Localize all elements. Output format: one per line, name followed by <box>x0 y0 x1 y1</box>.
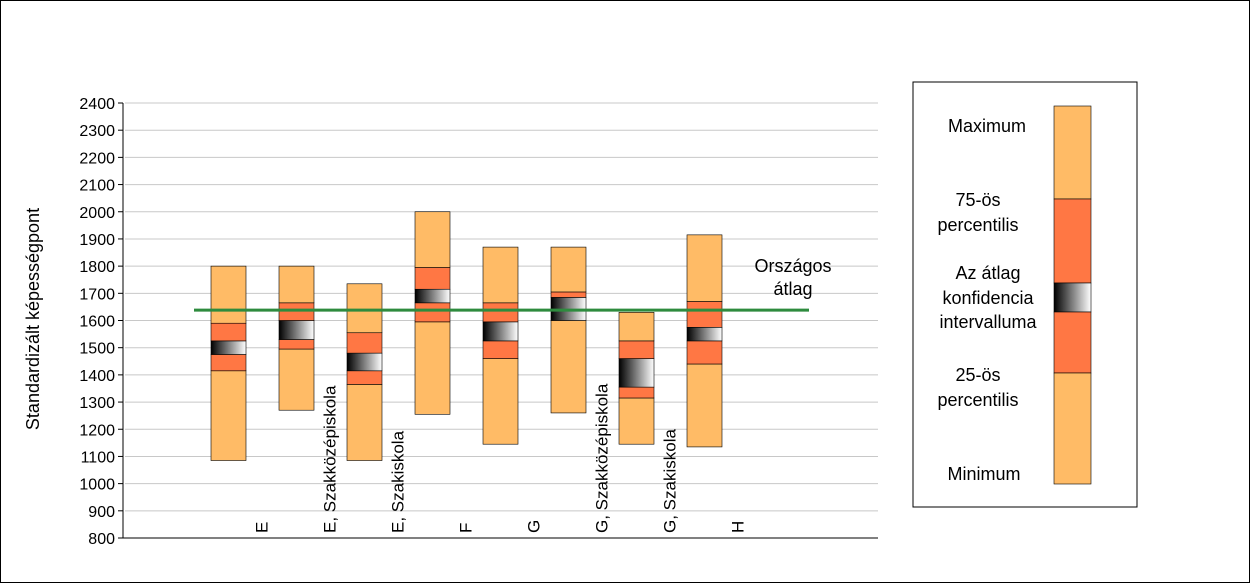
box-upper-quartile-segment <box>618 340 655 359</box>
box-lower-segment <box>618 397 655 445</box>
box-upper-segment <box>346 283 383 334</box>
box-confidence-interval <box>346 352 383 372</box>
category-label: E, Szakközépiskola <box>321 385 340 533</box>
reference-label-line2: átlag <box>773 279 812 299</box>
box-lower-quartile-segment <box>686 340 723 365</box>
box-lower-segment <box>278 348 315 411</box>
reference-label-line1: Országos <box>754 256 831 276</box>
box-upper-quartile-segment <box>550 291 587 298</box>
box-7 <box>618 312 655 445</box>
y-tick-label: 1700 <box>79 286 115 303</box>
y-tick-label: 1200 <box>79 422 115 439</box>
y-tick-label: 1100 <box>81 449 116 466</box>
box-lower-segment <box>210 370 247 461</box>
box-6 <box>550 246 587 414</box>
box-lower-quartile-segment <box>482 340 519 359</box>
legend-ci-line2: konfidencia <box>942 288 1034 308</box>
legend-ci <box>1053 282 1092 313</box>
category-labels: E E, Szakközépiskola E, Szakiskola F G G, Sza… <box>253 383 748 533</box>
box-confidence-interval <box>686 326 723 342</box>
box-upper-quartile-segment <box>686 301 723 328</box>
y-tick-label: 1500 <box>79 341 115 358</box>
box-confidence-interval <box>482 321 519 342</box>
category-label: G, Szakiskola <box>661 429 680 533</box>
legend-minimum: Minimum <box>947 464 1020 484</box>
category-label: E, Szakiskola <box>389 430 408 533</box>
box-confidence-interval <box>414 288 451 304</box>
box-1 <box>210 265 247 461</box>
box-upper-quartile-segment <box>414 267 451 290</box>
box-upper-segment <box>482 246 519 304</box>
box-upper-segment <box>686 234 723 302</box>
box-upper-segment <box>210 265 247 324</box>
y-tick-label: 2300 <box>79 123 115 140</box>
category-label: E <box>253 522 272 533</box>
legend-inner-bottom <box>1053 311 1092 374</box>
legend-p25-line2: percentilis <box>937 390 1018 410</box>
box-5 <box>482 246 519 445</box>
box-upper-segment <box>618 312 655 342</box>
box-upper-segment <box>414 211 451 268</box>
y-tick-label: 1600 <box>79 314 115 331</box>
y-tick-label: 2400 <box>79 96 115 113</box>
box-confidence-interval <box>618 358 655 388</box>
y-tick-label: 900 <box>88 504 115 521</box>
legend-ci-line3: intervalluma <box>939 312 1037 332</box>
y-tick-label: 2100 <box>79 178 115 195</box>
box-lower-quartile-segment <box>414 302 451 323</box>
y-axis-label: Standardizált képességpont <box>23 208 43 430</box>
y-tick-label: 1400 <box>79 368 115 385</box>
box-3 <box>346 283 383 461</box>
box-confidence-interval <box>278 320 315 340</box>
box-lower-segment <box>414 321 451 415</box>
box-upper-quartile-segment <box>210 322 247 342</box>
box-confidence-interval <box>210 340 247 355</box>
box-lower-quartile-segment <box>618 386 655 399</box>
y-tick-label: 1800 <box>79 259 115 276</box>
legend-ci-line1: Az átlag <box>955 263 1020 283</box>
legend-outer-top <box>1053 105 1092 200</box>
box-4 <box>414 211 451 415</box>
box-lower-quartile-segment <box>210 354 247 372</box>
box-8 <box>686 234 723 448</box>
box-lower-segment <box>482 358 519 445</box>
box-upper-segment <box>550 246 587 293</box>
box-upper-quartile-segment <box>346 332 383 354</box>
legend-outer-bottom <box>1053 372 1092 485</box>
boxes <box>210 211 723 461</box>
box-lower-segment <box>346 384 383 461</box>
legend-p75-line1: 75-ös <box>955 190 1000 210</box>
y-tick-label: 2000 <box>79 205 115 222</box>
y-tick-label: 1000 <box>79 477 115 494</box>
legend-inner-top <box>1053 198 1092 284</box>
category-label: F <box>457 523 476 533</box>
legend-frame <box>912 81 1138 508</box>
box-lower-quartile-segment <box>346 370 383 385</box>
box-lower-segment <box>686 363 723 448</box>
box-upper-segment <box>278 265 315 304</box>
box-upper-quartile-segment <box>482 302 519 323</box>
y-tick-label: 1300 <box>79 395 115 412</box>
legend-maximum: Maximum <box>948 116 1026 136</box>
y-tick-label: 1900 <box>79 232 115 249</box>
box-lower-segment <box>550 320 587 414</box>
legend-p75-line2: percentilis <box>937 215 1018 235</box>
y-axis: 800 900 1000 1100 1200 1300 1400 1500 1600 1700 18… <box>79 96 878 548</box>
y-tick-label: 2200 <box>79 150 115 167</box>
legend: Maximum 75-ös percentilis Az átlag konfi… <box>912 81 1138 508</box>
category-label: G, Szakközépiskola <box>593 383 612 533</box>
category-label: G <box>525 520 544 533</box>
y-tick-label: 800 <box>88 531 115 548</box>
legend-p25-line1: 25-ös <box>955 365 1000 385</box>
category-label: H <box>729 521 748 533</box>
box-lower-quartile-segment <box>278 339 315 350</box>
box-2 <box>278 265 315 411</box>
